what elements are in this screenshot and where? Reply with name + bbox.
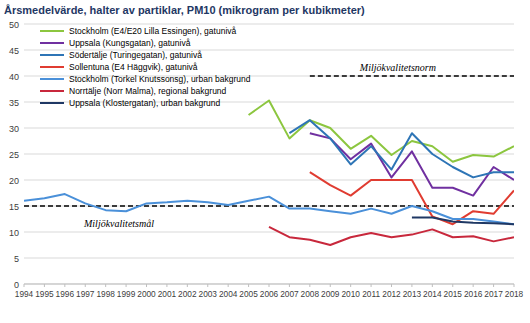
x-tick-label: 2018	[505, 289, 524, 299]
y-tick-label: 15	[9, 202, 19, 212]
series-line	[269, 227, 514, 245]
x-tick-label: 1994	[15, 289, 34, 299]
series-line	[310, 172, 514, 224]
plot-area	[24, 76, 514, 245]
y-tick-label: 0	[14, 280, 19, 290]
legend-label: Uppsala (Kungsgatan), gatunivå	[69, 38, 191, 48]
x-tick	[105, 284, 106, 287]
y-tick-label: 35	[9, 98, 19, 108]
grid-line	[24, 128, 514, 129]
x-tick-label: 2005	[239, 289, 258, 299]
x-tick	[248, 284, 249, 287]
x-tick-label: 2001	[158, 289, 177, 299]
legend-label: Stockholm (E4/E20 Lilla Essingen), gatun…	[69, 26, 237, 36]
legend-label: Stockholm (Torkel Knutssonsg), urban bak…	[69, 74, 251, 84]
legend-swatch	[40, 66, 64, 68]
x-tick	[514, 284, 515, 287]
x-tick-label: 1998	[96, 289, 115, 299]
x-tick	[330, 284, 331, 287]
grid-line	[24, 24, 514, 25]
x-tick-label: 2004	[219, 289, 238, 299]
x-tick	[269, 284, 270, 287]
x-tick-label: 2011	[362, 289, 380, 299]
x-tick	[432, 284, 433, 287]
y-tick-label: 45	[9, 46, 19, 56]
x-tick-label: 2003	[199, 289, 218, 299]
x-tick-label: 2007	[280, 289, 299, 299]
x-tick	[166, 284, 167, 287]
x-tick-label: 2006	[260, 289, 279, 299]
x-tick-label: 1996	[56, 289, 75, 299]
x-tick-label: 2012	[382, 289, 401, 299]
x-tick	[371, 284, 372, 287]
annotation-label: Miljökvalitetsnorm	[359, 62, 436, 73]
x-tick	[44, 284, 45, 287]
x-tick	[289, 284, 290, 287]
grid-line	[24, 206, 514, 207]
title: Årsmedelvärde, halter av partiklar, PM10…	[4, 4, 365, 16]
y-tick-label: 40	[9, 72, 19, 82]
y-tick-label: 5	[14, 254, 19, 264]
legend-swatch	[40, 78, 64, 80]
chart-svg: Årsmedelvärde, halter av partiklar, PM10…	[0, 0, 530, 323]
x-tick	[452, 284, 453, 287]
series-line	[412, 217, 514, 224]
x-tick-label: 1997	[76, 289, 95, 299]
x-tick-label: 2015	[444, 289, 463, 299]
x-tick	[24, 284, 25, 287]
x-tick	[64, 284, 65, 287]
grid-line	[24, 180, 514, 181]
legend-swatch	[40, 90, 64, 92]
reference-line	[310, 75, 514, 76]
x-tick	[85, 284, 86, 287]
legend-swatch	[40, 42, 64, 44]
legend-label: Uppsala (Klostergatan), urban bakgrund	[69, 98, 220, 108]
x-tick-label: 1995	[35, 289, 54, 299]
x-tick-label: 2016	[464, 289, 483, 299]
x-tick	[473, 284, 474, 287]
x-tick	[207, 284, 208, 287]
legend-swatch	[40, 30, 64, 32]
x-tick	[493, 284, 494, 287]
x-tick	[309, 284, 310, 287]
legend: Stockholm (E4/E20 Lilla Essingen), gatun…	[40, 26, 251, 108]
x-tick-label: 2002	[178, 289, 197, 299]
y-tick-label: 50	[9, 20, 19, 30]
x-tick	[126, 284, 127, 287]
y-tick-label: 30	[9, 124, 19, 134]
legend-label: Norrtälje (Norr Malma), regional bakgrun…	[69, 86, 227, 96]
x-tick-label: 2000	[137, 289, 156, 299]
x-tick	[411, 284, 412, 287]
x-tick	[187, 284, 188, 287]
x-tick	[146, 284, 147, 287]
x-tick-label: 2010	[341, 289, 360, 299]
x-tick-label: 2008	[301, 289, 320, 299]
x-tick-label: 2014	[423, 289, 442, 299]
series-line	[310, 133, 514, 195]
x-tick-label: 2009	[321, 289, 340, 299]
y-tick-label: 25	[9, 150, 19, 160]
y-tick-label: 20	[9, 176, 19, 186]
legend-swatch	[40, 102, 64, 104]
x-tick	[350, 284, 351, 287]
x-tick	[391, 284, 392, 287]
x-tick-label: 2013	[403, 289, 422, 299]
annotation-label: Miljökvalitetsmål	[83, 218, 154, 229]
grid-line	[24, 258, 514, 259]
chart-container: Årsmedelvärde, halter av partiklar, PM10…	[0, 0, 530, 323]
legend-swatch	[40, 54, 64, 56]
x-tick-label: 2017	[484, 289, 503, 299]
legend-label: Södertälje (Turingegatan), gatunivå	[69, 50, 202, 60]
y-tick-label: 10	[9, 228, 19, 238]
series-line	[289, 120, 514, 177]
legend-label: Sollentuna (E4 Häggvik), gatunivå	[69, 62, 198, 72]
x-tick	[228, 284, 229, 287]
series-line	[249, 100, 514, 161]
x-tick-label: 1999	[117, 289, 136, 299]
